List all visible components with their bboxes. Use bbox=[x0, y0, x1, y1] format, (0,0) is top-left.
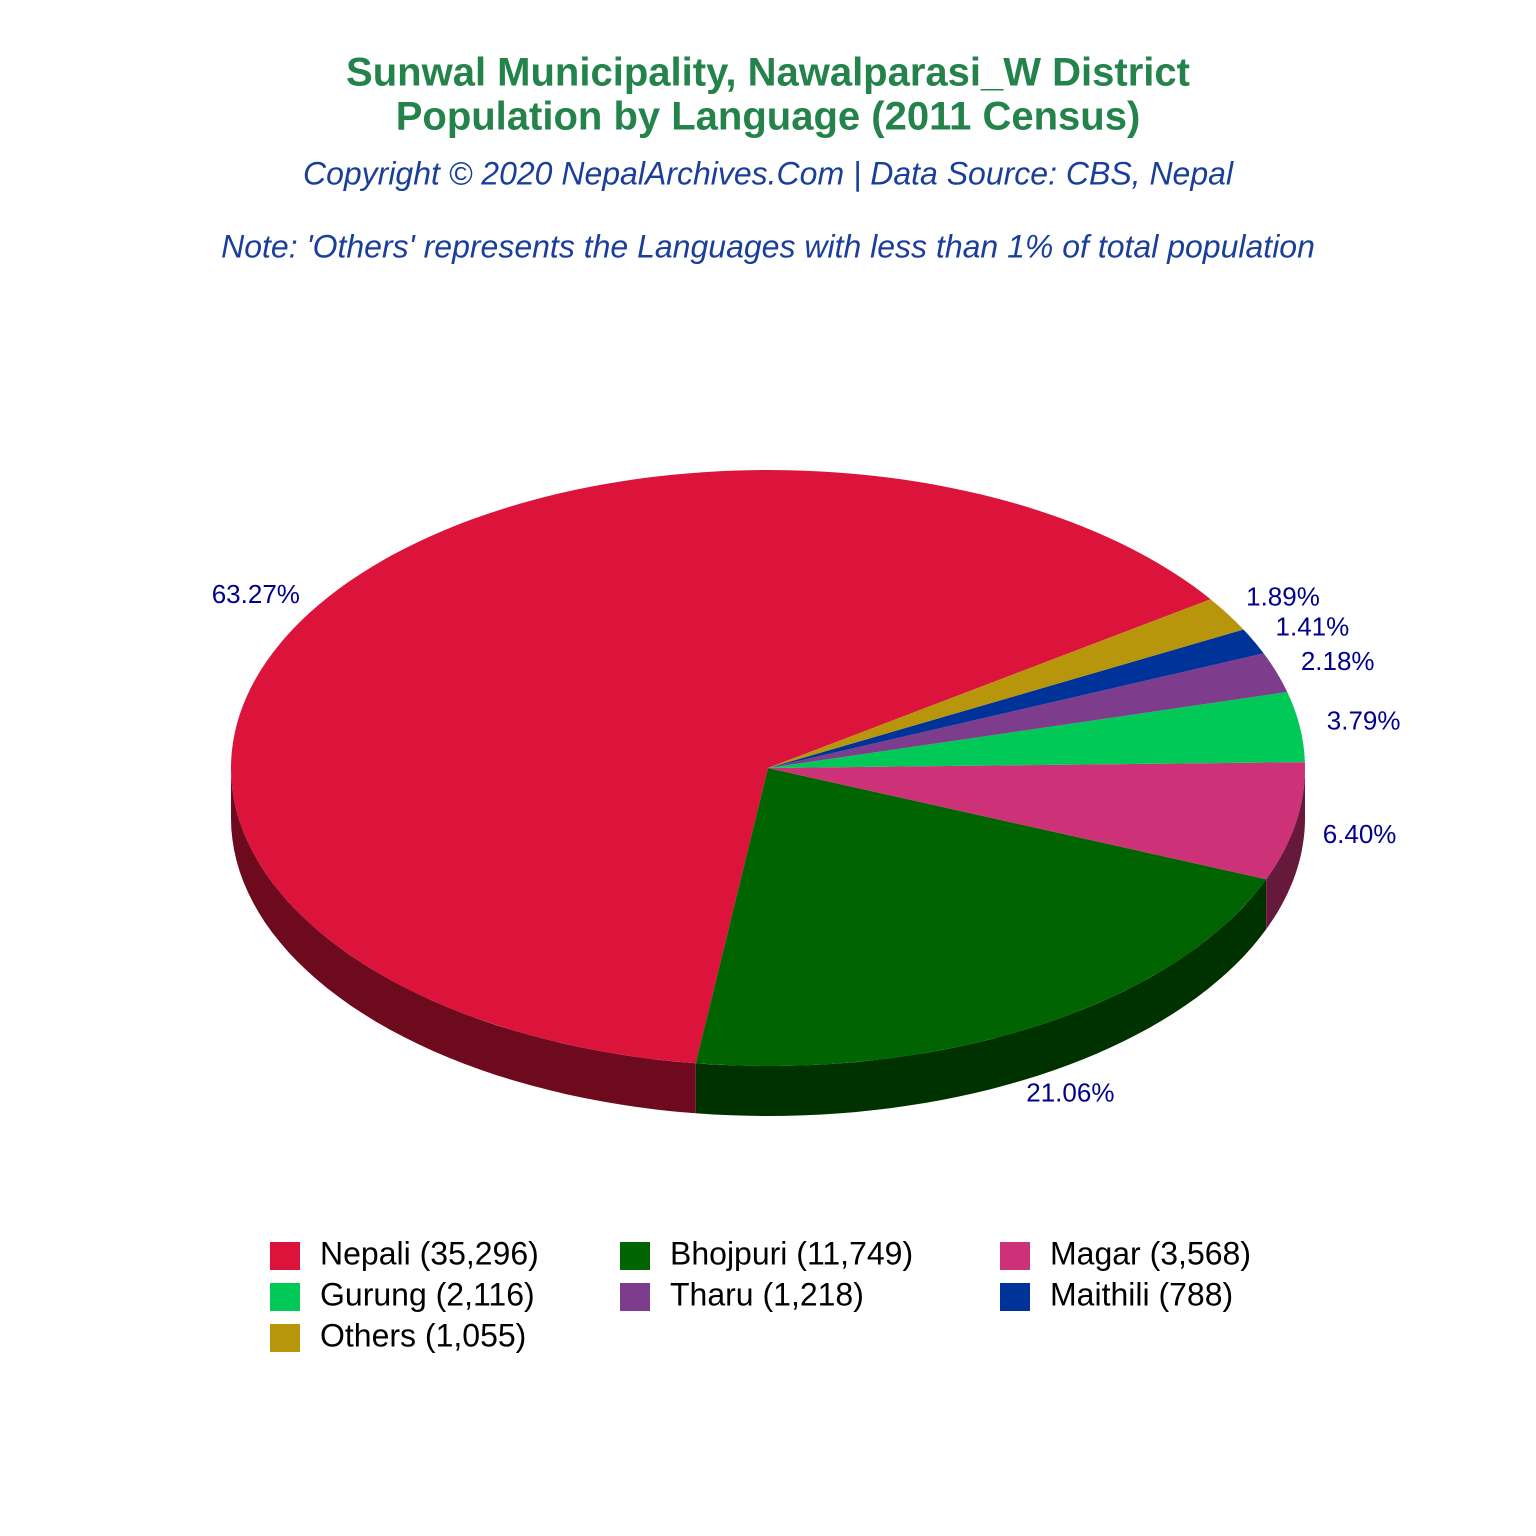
chart-title: Sunwal Municipality, Nawalparasi_W Distr… bbox=[346, 51, 1190, 95]
legend-label: Gurung (2,116) bbox=[320, 1276, 535, 1312]
slice bbox=[768, 599, 1244, 768]
legend-label: Others (1,055) bbox=[320, 1317, 526, 1353]
legend-swatch bbox=[270, 1283, 300, 1311]
slice bbox=[768, 692, 1305, 768]
legend-label: Nepali (35,296) bbox=[320, 1235, 539, 1271]
data-label: 1.41% bbox=[1276, 612, 1350, 642]
slice bbox=[695, 768, 1267, 1066]
data-label: 3.79% bbox=[1327, 706, 1401, 736]
slice bbox=[768, 629, 1264, 768]
legend-label: Tharu (1,218) bbox=[670, 1276, 864, 1312]
legend-label: Bhojpuri (11,749) bbox=[670, 1235, 913, 1271]
chart-title: Population by Language (2011 Census) bbox=[396, 95, 1141, 139]
legend-swatch bbox=[1000, 1283, 1030, 1311]
slice-side bbox=[231, 768, 696, 1114]
data-label: 1.89% bbox=[1246, 582, 1320, 612]
data-label: 2.18% bbox=[1301, 646, 1375, 676]
legend-label: Magar (3,568) bbox=[1050, 1235, 1251, 1271]
legend-swatch bbox=[1000, 1242, 1030, 1270]
data-label: 6.40% bbox=[1323, 819, 1397, 849]
slice-side bbox=[1266, 768, 1305, 930]
slice bbox=[768, 762, 1305, 880]
legend-swatch bbox=[270, 1242, 300, 1270]
legend-swatch bbox=[620, 1242, 650, 1270]
chart-note: Note: 'Others' represents the Languages … bbox=[221, 228, 1315, 264]
legend-label: Maithili (788) bbox=[1050, 1276, 1233, 1312]
legend-swatch bbox=[270, 1324, 300, 1352]
data-label: 63.27% bbox=[212, 579, 300, 609]
legend-swatch bbox=[620, 1283, 650, 1311]
slice-side bbox=[695, 879, 1267, 1116]
chart-subtitle: Copyright © 2020 NepalArchives.Com | Dat… bbox=[303, 155, 1234, 191]
slice bbox=[231, 470, 1211, 1064]
data-label: 21.06% bbox=[1026, 1077, 1114, 1107]
slice bbox=[768, 653, 1288, 768]
